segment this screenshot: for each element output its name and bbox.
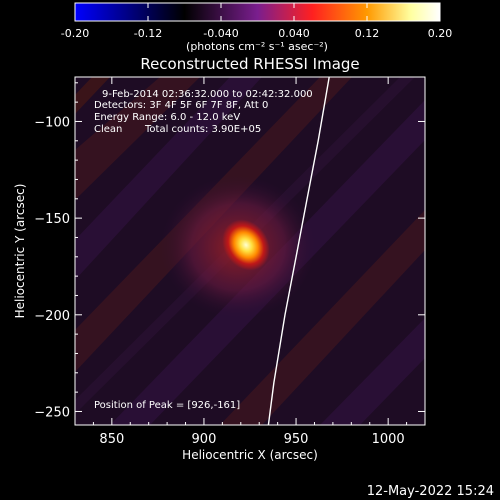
colorbar-tick-label: 0.20 bbox=[428, 27, 453, 40]
x-axis-label: Heliocentric X (arcsec) bbox=[182, 448, 318, 462]
colorbar-tick-label: 0.040 bbox=[278, 27, 310, 40]
colorbar-units-label: (photons cm⁻² s⁻¹ asec⁻²) bbox=[186, 40, 328, 53]
annotation-total-counts: Total counts: 3.90E+05 bbox=[144, 124, 261, 135]
x-axis-ticks: 850 900 950 1000 bbox=[92, 77, 426, 447]
y-tick-label: −100 bbox=[34, 115, 70, 130]
image-area bbox=[75, 77, 425, 425]
hard-xray-source bbox=[222, 219, 270, 271]
colorbar-tick-label: 0.12 bbox=[355, 27, 380, 40]
chart-title: Reconstructed RHESSI Image bbox=[140, 55, 359, 73]
colorbar-ticks: -0.20 -0.12 -0.040 0.040 0.12 0.20 bbox=[61, 3, 452, 40]
y-axis-label: Heliocentric Y (arcsec) bbox=[13, 184, 27, 319]
colorbar-tick-label: -0.12 bbox=[134, 27, 162, 40]
x-tick-label: 850 bbox=[99, 432, 124, 447]
colorbar bbox=[74, 2, 441, 22]
y-axis-ticks: −100 −150 −200 −250 bbox=[34, 82, 425, 420]
y-tick-label: −250 bbox=[34, 405, 70, 420]
plot-frame bbox=[74, 76, 426, 426]
colorbar-tick-label: -0.20 bbox=[61, 27, 89, 40]
x-tick-label: 900 bbox=[192, 432, 217, 447]
annotation-time-range: 9-Feb-2014 02:36:32.000 to 02:42:32.000 bbox=[102, 89, 313, 100]
annotation-detectors: Detectors: 3F 4F 5F 6F 7F 8F, Att 0 bbox=[94, 100, 268, 111]
x-tick-label: 950 bbox=[284, 432, 309, 447]
colorbar-tick-label: -0.040 bbox=[203, 27, 238, 40]
x-tick-label: 1000 bbox=[372, 432, 405, 447]
annotation-clean: Clean bbox=[94, 124, 122, 135]
solar-limb bbox=[267, 77, 330, 425]
y-tick-label: −200 bbox=[34, 309, 70, 324]
annotation-energy-range: Energy Range: 6.0 - 12.0 keV bbox=[94, 112, 240, 123]
footer-timestamp: 12-May-2022 15:24 bbox=[367, 484, 494, 499]
y-tick-label: −150 bbox=[34, 212, 70, 227]
annotation-peak-position: Position of Peak = [926,-161] bbox=[94, 400, 240, 411]
